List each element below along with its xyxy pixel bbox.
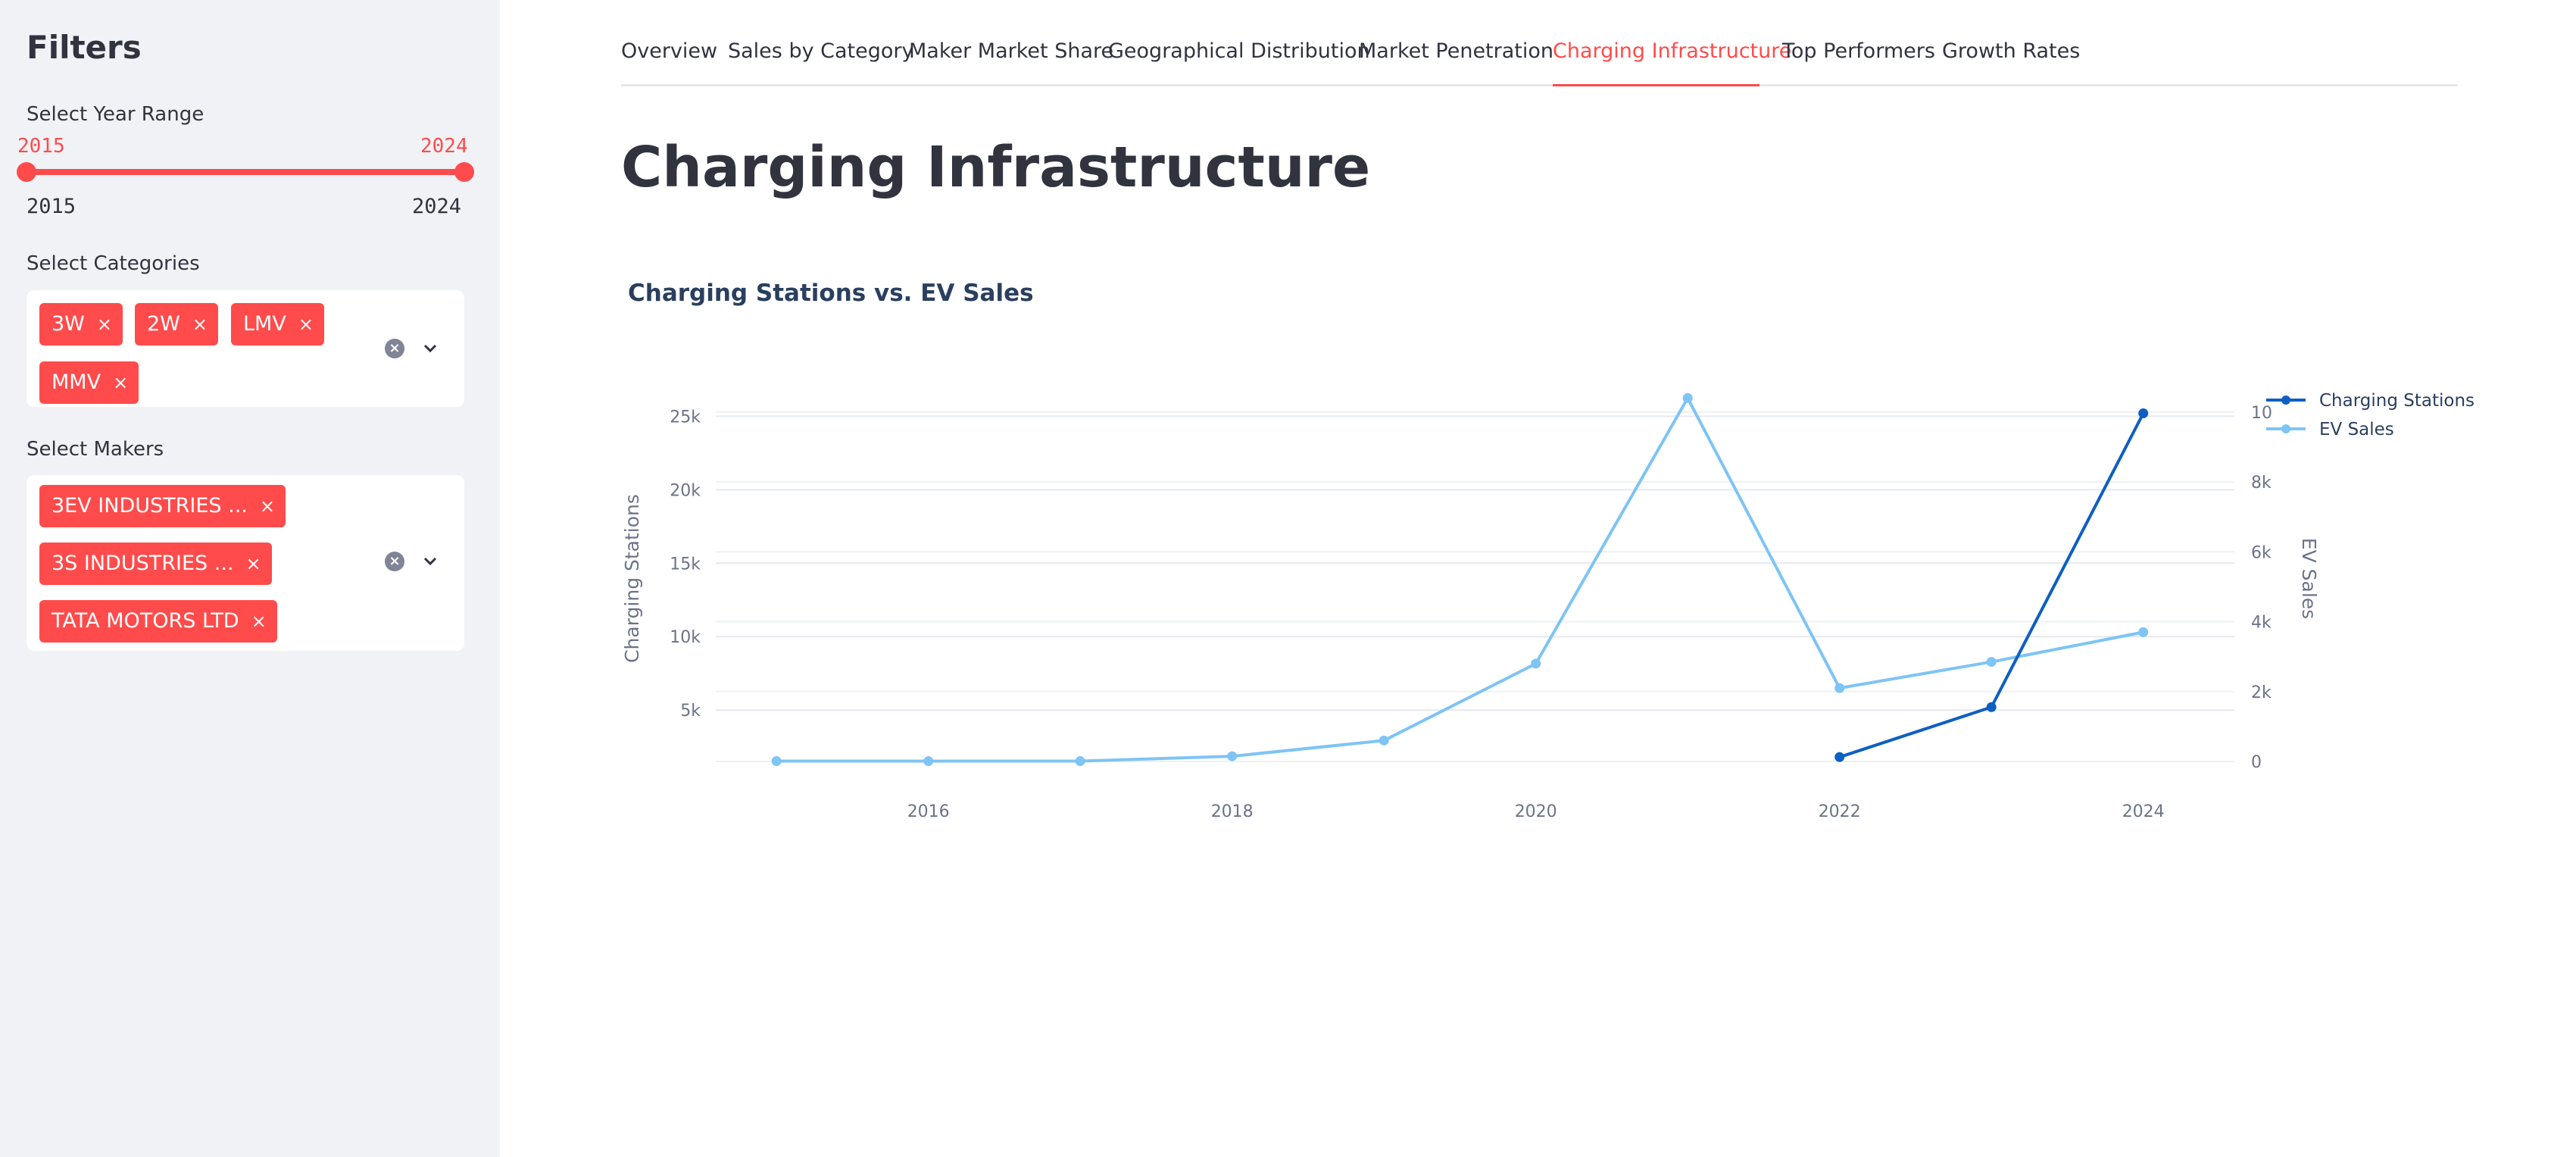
- y2-tick-label: 4k: [2251, 614, 2272, 633]
- y-tick-label: 10k: [670, 628, 701, 647]
- y-tick-label: 5k: [680, 702, 701, 721]
- data-point: [1834, 683, 1845, 693]
- data-point: [1075, 756, 1085, 767]
- data-point: [771, 756, 782, 767]
- tab-overview[interactable]: Overview: [621, 39, 718, 63]
- data-point: [1986, 702, 1997, 712]
- y2-tick-label: 6k: [2251, 543, 2272, 562]
- sidebar-title: Filters: [27, 29, 142, 66]
- tab-growth-rates[interactable]: Growth Rates: [1942, 39, 2081, 63]
- tab-geographical-distribution[interactable]: Geographical Distribution: [1108, 39, 1370, 63]
- tab-sales-by-category[interactable]: Sales by Category: [728, 39, 914, 63]
- clear-all-icon[interactable]: ×: [385, 552, 404, 571]
- y-axis-title: Charging Stations: [621, 494, 643, 663]
- chart-title: Charging Stations vs. EV Sales: [628, 280, 1034, 307]
- slider-min-handle[interactable]: [17, 162, 36, 182]
- category-tag[interactable]: MMV ×: [39, 361, 139, 404]
- series-line-charging-stations: [1839, 412, 2145, 759]
- legend-marker: [2281, 396, 2290, 405]
- remove-tag-icon[interactable]: ×: [298, 314, 314, 335]
- category-tag[interactable]: 3W ×: [39, 303, 123, 346]
- slider-min-bound: 2015: [27, 195, 76, 218]
- remove-tag-icon[interactable]: ×: [251, 611, 267, 632]
- y2-tick-label: 0: [2251, 753, 2262, 772]
- makers-label: Select Makers: [27, 438, 164, 461]
- remove-tag-icon[interactable]: ×: [113, 372, 129, 393]
- tag-label: 3EV INDUSTRIES ...: [52, 494, 248, 518]
- maker-tag[interactable]: TATA MOTORS LTD ×: [39, 600, 277, 643]
- tab-charging-infrastructure[interactable]: Charging Infrastructure: [1553, 39, 1792, 63]
- category-tag[interactable]: LMV ×: [231, 303, 324, 346]
- tab-bar: Overview Sales by Category Maker Market …: [621, 39, 2458, 86]
- slider-max-bound: 2024: [412, 195, 462, 218]
- data-point: [1834, 752, 1845, 762]
- remove-tag-icon[interactable]: ×: [192, 314, 208, 335]
- chevron-down-icon[interactable]: [421, 339, 439, 358]
- tab-top-performers[interactable]: Top Performers: [1782, 39, 1935, 63]
- makers-multiselect[interactable]: 3EV INDUSTRIES ... × 3S INDUSTRIES ... × T…: [27, 475, 464, 651]
- data-point: [923, 756, 934, 767]
- y2-tick-label: 2k: [2251, 683, 2272, 702]
- x-tick-label: 2020: [1515, 802, 1557, 821]
- tab-market-penetration[interactable]: Market Penetration: [1359, 39, 1554, 63]
- active-tab-indicator: [1553, 84, 1759, 86]
- maker-tag[interactable]: 3S INDUSTRIES ... ×: [39, 543, 272, 585]
- remove-tag-icon[interactable]: ×: [259, 496, 275, 517]
- categories-label: Select Categories: [27, 252, 200, 275]
- y2-tick-label: 10: [2251, 404, 2272, 423]
- y-tick-label: 25k: [670, 408, 701, 427]
- sidebar: Filters Select Year Range 2015 2024 2015…: [0, 0, 500, 1157]
- data-point: [2138, 627, 2149, 637]
- maker-tag[interactable]: 3EV INDUSTRIES ... ×: [39, 485, 286, 527]
- remove-tag-icon[interactable]: ×: [245, 553, 261, 574]
- remove-tag-icon[interactable]: ×: [96, 314, 112, 335]
- y-tick-label: 20k: [670, 481, 701, 500]
- tag-label: 3S INDUSTRIES ...: [52, 552, 234, 575]
- tab-maker-market-share[interactable]: Maker Market Share: [909, 39, 1114, 63]
- legend-label: EV Sales: [2319, 420, 2394, 439]
- data-point: [1986, 657, 1997, 668]
- category-tag[interactable]: 2W ×: [135, 303, 218, 346]
- clear-all-icon[interactable]: ×: [385, 339, 404, 358]
- year-range-label: Select Year Range: [27, 103, 205, 126]
- chevron-down-icon[interactable]: [421, 552, 439, 571]
- tag-label: LMV: [243, 312, 286, 336]
- tag-label: MMV: [52, 371, 101, 394]
- slider-min-value: 2015: [17, 135, 65, 158]
- legend-marker: [2281, 424, 2290, 433]
- year-range-slider-track[interactable]: [27, 169, 464, 175]
- y2-tick-label: 8k: [2251, 474, 2272, 493]
- x-tick-label: 2022: [1819, 802, 1861, 821]
- x-tick-label: 2016: [907, 802, 950, 821]
- y-tick-label: 15k: [670, 555, 701, 574]
- data-point: [1227, 751, 1238, 761]
- page-title: Charging Infrastructure: [621, 135, 1371, 200]
- tag-label: TATA MOTORS LTD: [52, 609, 239, 633]
- data-point: [2138, 408, 2149, 419]
- data-point: [1531, 658, 1541, 669]
- slider-max-value: 2024: [420, 135, 468, 158]
- categories-multiselect[interactable]: 3W × 2W × LMV × MMV × ×: [27, 290, 464, 407]
- data-point: [1682, 392, 1693, 403]
- y2-axis-title: EV Sales: [2298, 538, 2320, 619]
- series-line-ev-sales: [776, 396, 2144, 763]
- x-tick-label: 2018: [1211, 802, 1254, 821]
- x-tick-label: 2024: [2122, 802, 2165, 821]
- data-point: [1379, 735, 1389, 746]
- tag-label: 3W: [52, 312, 85, 336]
- legend-label: Charging Stations: [2319, 391, 2475, 411]
- slider-max-handle[interactable]: [454, 162, 474, 182]
- tag-label: 2W: [147, 312, 180, 336]
